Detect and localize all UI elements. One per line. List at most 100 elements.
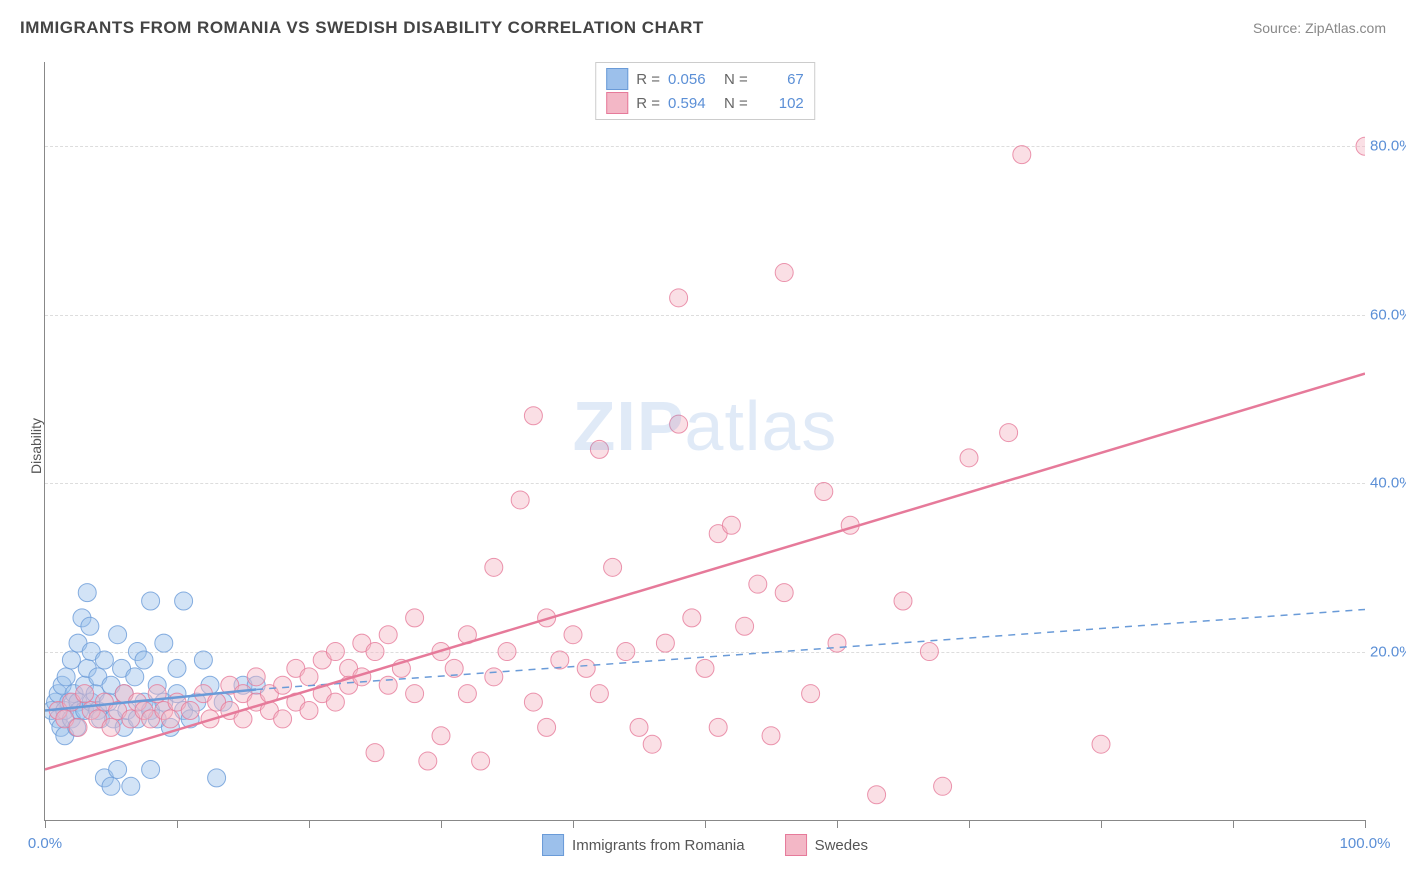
- scatter-point: [458, 685, 476, 703]
- plot-area: ZIPatlas R = 0.056 N = 67 R = 0.594 N = …: [44, 62, 1365, 821]
- scatter-point: [722, 516, 740, 534]
- legend-r-label: R =: [636, 95, 660, 112]
- scatter-point: [300, 702, 318, 720]
- scatter-point: [102, 718, 120, 736]
- scatter-point: [122, 777, 140, 795]
- scatter-point: [524, 407, 542, 425]
- scatter-point: [736, 617, 754, 635]
- x-tick: [1365, 820, 1366, 828]
- legend-item-romania: Immigrants from Romania: [542, 834, 745, 856]
- scatter-point: [274, 710, 292, 728]
- legend-label-swedes: Swedes: [815, 837, 868, 854]
- scatter-point: [749, 575, 767, 593]
- scatter-point: [920, 643, 938, 661]
- scatter-point: [960, 449, 978, 467]
- legend-swatch-swedes-b: [785, 834, 807, 856]
- scatter-point: [498, 643, 516, 661]
- scatter-point: [181, 702, 199, 720]
- scatter-point: [69, 718, 87, 736]
- scatter-point: [78, 584, 96, 602]
- scatter-point: [175, 592, 193, 610]
- y-tick-label: 60.0%: [1370, 306, 1406, 323]
- scatter-point: [617, 643, 635, 661]
- x-tick: [1233, 820, 1234, 828]
- scatter-point: [135, 651, 153, 669]
- scatter-point: [564, 626, 582, 644]
- scatter-point: [696, 659, 714, 677]
- scatter-point: [62, 651, 80, 669]
- scatter-point: [419, 752, 437, 770]
- x-tick: [837, 820, 838, 828]
- chart-header: IMMIGRANTS FROM ROMANIA VS SWEDISH DISAB…: [20, 18, 1386, 38]
- scatter-point: [934, 777, 952, 795]
- scatter-point: [109, 626, 127, 644]
- scatter-point: [670, 415, 688, 433]
- legend-swatch-romania: [606, 68, 628, 90]
- x-tick-label: 100.0%: [1340, 835, 1391, 852]
- source-label: Source: ZipAtlas.com: [1253, 20, 1386, 36]
- scatter-point: [126, 668, 144, 686]
- scatter-point: [1092, 735, 1110, 753]
- scatter-point: [300, 668, 318, 686]
- legend-series: Immigrants from Romania Swedes: [542, 834, 868, 856]
- scatter-point: [551, 651, 569, 669]
- scatter-point: [630, 718, 648, 736]
- scatter-point: [472, 752, 490, 770]
- scatter-point: [577, 659, 595, 677]
- legend-r-swedes: 0.594: [668, 95, 716, 112]
- scatter-point: [155, 634, 173, 652]
- x-tick: [309, 820, 310, 828]
- scatter-point: [590, 685, 608, 703]
- scatter-point: [511, 491, 529, 509]
- scatter-point: [762, 727, 780, 745]
- legend-row-romania: R = 0.056 N = 67: [606, 67, 804, 91]
- legend-label-romania: Immigrants from Romania: [572, 837, 745, 854]
- scatter-point: [76, 685, 94, 703]
- legend-r-romania: 0.056: [668, 71, 716, 88]
- scatter-point: [828, 634, 846, 652]
- scatter-point: [1000, 424, 1018, 442]
- scatter-point: [142, 760, 160, 778]
- legend-swatch-swedes: [606, 92, 628, 114]
- scatter-point: [802, 685, 820, 703]
- regression-line: [45, 374, 1365, 770]
- legend-n-label: N =: [724, 71, 748, 88]
- scatter-point: [247, 668, 265, 686]
- scatter-point: [379, 676, 397, 694]
- chart-svg: [45, 62, 1365, 820]
- scatter-point: [683, 609, 701, 627]
- scatter-point: [366, 643, 384, 661]
- scatter-point: [485, 668, 503, 686]
- y-axis-label: Disability: [28, 418, 44, 474]
- legend-n-label: N =: [724, 95, 748, 112]
- legend-swatch-romania-b: [542, 834, 564, 856]
- scatter-point: [406, 609, 424, 627]
- scatter-point: [109, 760, 127, 778]
- scatter-point: [894, 592, 912, 610]
- legend-row-swedes: R = 0.594 N = 102: [606, 91, 804, 115]
- scatter-point: [168, 659, 186, 677]
- chart-title: IMMIGRANTS FROM ROMANIA VS SWEDISH DISAB…: [20, 18, 704, 38]
- x-tick: [177, 820, 178, 828]
- scatter-point: [142, 592, 160, 610]
- legend-r-label: R =: [636, 71, 660, 88]
- scatter-point: [709, 718, 727, 736]
- scatter-point: [538, 718, 556, 736]
- scatter-point: [161, 710, 179, 728]
- scatter-point: [524, 693, 542, 711]
- scatter-point: [670, 289, 688, 307]
- scatter-point: [208, 769, 226, 787]
- legend-correlation: R = 0.056 N = 67 R = 0.594 N = 102: [595, 62, 815, 120]
- scatter-point: [1013, 146, 1031, 164]
- scatter-point: [775, 264, 793, 282]
- scatter-point: [775, 584, 793, 602]
- scatter-point: [274, 676, 292, 694]
- x-tick-label: 0.0%: [28, 835, 62, 852]
- scatter-point: [57, 668, 75, 686]
- scatter-point: [485, 558, 503, 576]
- y-tick-label: 40.0%: [1370, 475, 1406, 492]
- scatter-point: [406, 685, 424, 703]
- x-tick: [441, 820, 442, 828]
- legend-item-swedes: Swedes: [785, 834, 868, 856]
- scatter-point: [102, 777, 120, 795]
